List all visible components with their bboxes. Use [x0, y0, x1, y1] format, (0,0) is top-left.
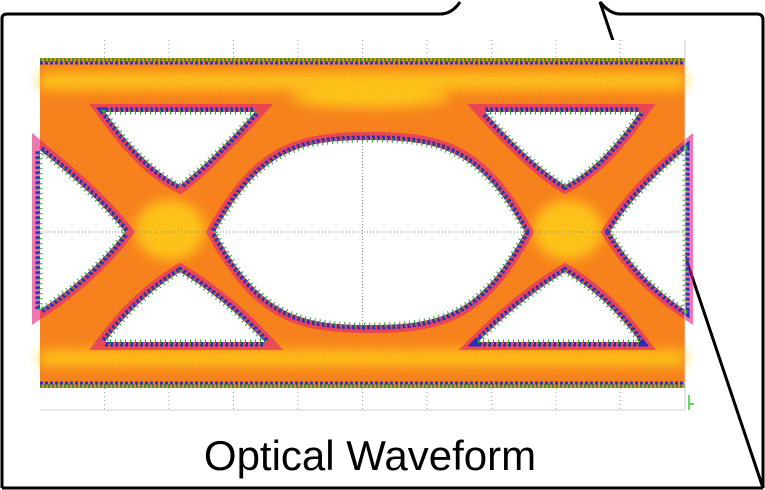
eye-diagram — [40, 40, 694, 410]
figure: Optical Waveform — [0, 0, 765, 490]
caption: Optical Waveform — [204, 432, 536, 479]
page: Optical Waveform (() => { const data = J… — [0, 0, 765, 490]
